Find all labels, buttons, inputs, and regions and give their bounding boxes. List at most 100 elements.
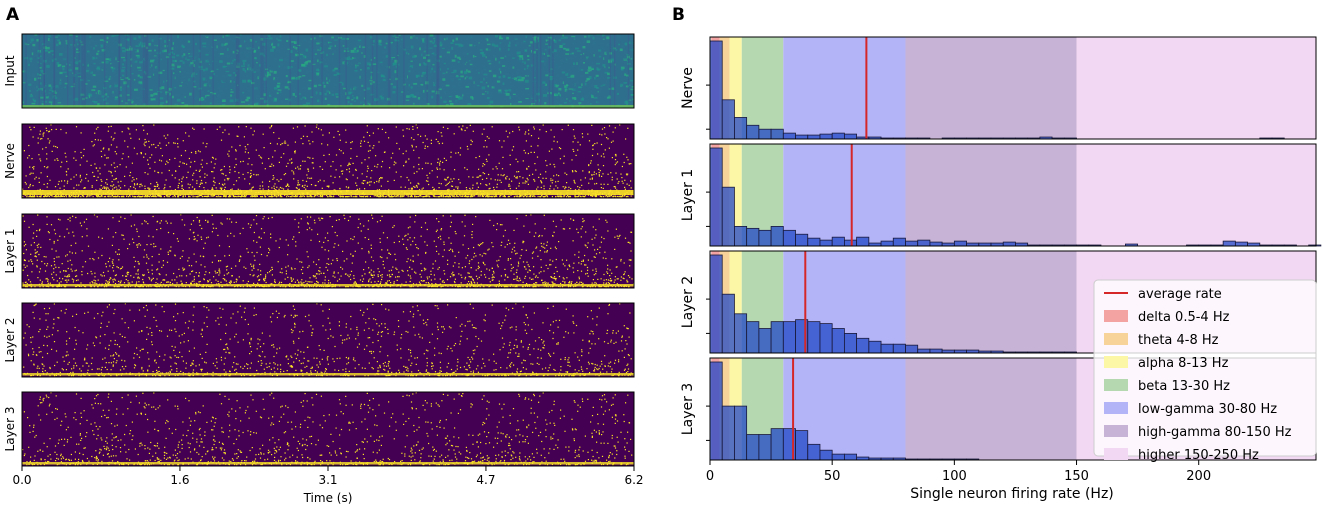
histogram-bar [746, 227, 760, 247]
legend-swatch [1104, 333, 1128, 345]
legend-entry-label: delta 0.5-4 Hz [1138, 310, 1230, 325]
panel-a-x-tick-label: 1.6 [170, 473, 189, 487]
histogram-bar [734, 405, 748, 461]
histogram-bar [709, 361, 723, 461]
histogram-bar [953, 240, 967, 247]
histogram-bar [843, 453, 858, 461]
histogram-bar [709, 147, 723, 247]
band-background [905, 144, 1077, 246]
band-background [1076, 144, 1316, 246]
panel-a-x-tick-label: 6.2 [624, 473, 643, 487]
panel-a-row-label: Input [3, 55, 17, 86]
histogram-bar [770, 225, 784, 247]
histogram-bar [782, 229, 796, 247]
histogram-bar [1002, 241, 1016, 247]
legend-entry-label: average rate [1138, 287, 1222, 302]
panel-a-row-label: Nerve [3, 143, 17, 179]
legend-entry-label: theta 4-8 Hz [1138, 333, 1219, 348]
panel-b-x-tick-label: 0 [706, 469, 714, 484]
panel-a-x-label: Time (s) [303, 491, 353, 505]
panel-b-row-label: Nerve [680, 67, 696, 109]
histogram-bar [758, 128, 772, 140]
panel-b-x-axis: Single neuron firing rate (Hz) 0 50 100 150… [706, 460, 1211, 502]
histogram-bar [795, 134, 809, 140]
panel-a-x-axis: Time (s) 0.0 1.6 3.1 4.7 6.2 [12, 466, 644, 505]
histogram-layer-1: Layer 1 [680, 143, 1322, 247]
histogram-bar [843, 133, 858, 140]
panel-b-row-label: Layer 2 [680, 276, 696, 328]
legend-entry-label: low-gamma 30-80 Hz [1138, 402, 1277, 417]
histogram-bar [807, 134, 821, 140]
panel-b-x-tick-label: 200 [1186, 469, 1211, 484]
histogram-bar [819, 449, 833, 461]
histogram-bar [819, 323, 833, 354]
histogram-bar [819, 133, 833, 140]
histogram-bar [880, 240, 894, 247]
histogram-bar [892, 343, 906, 354]
histogram-bar [770, 128, 784, 140]
legend: average rate delta 0.5-4 Hz theta 4-8 Hz al… [1093, 279, 1317, 463]
legend-box [1093, 279, 1317, 457]
histogram-bar [734, 313, 748, 354]
histogram-bar [892, 237, 906, 247]
raster-layer-2 [22, 303, 634, 377]
histogram-bar [807, 237, 821, 247]
histogram-bar [917, 348, 931, 354]
band-background [783, 37, 906, 139]
histogram-bar [856, 236, 870, 247]
histogram-bar [795, 233, 809, 247]
histogram-bar [795, 430, 809, 461]
histogram-bar [831, 453, 845, 461]
raster-layer-3 [22, 392, 634, 466]
band-background [905, 358, 1077, 460]
histogram-bar [831, 328, 845, 354]
panel-a-x-tick-label: 3.1 [318, 473, 337, 487]
histogram-bar [782, 321, 796, 354]
panel-b-row-label: Layer 1 [680, 169, 696, 221]
histogram-bar [770, 321, 784, 354]
legend-swatch [1104, 448, 1128, 460]
histogram-bar [782, 132, 796, 140]
legend-swatch [1104, 425, 1128, 437]
panel-b-x-tick-label: 150 [1064, 469, 1089, 484]
histogram-bar [721, 293, 735, 354]
panel-a-row-label: Layer 2 [3, 318, 17, 363]
histogram-bar [770, 428, 784, 461]
panel-b-x-tick-label: 100 [942, 469, 967, 484]
histogram-bar [831, 236, 845, 247]
legend-entry-label: high-gamma 80-150 Hz [1138, 425, 1292, 440]
band-background [905, 37, 1077, 139]
histogram-bar [880, 343, 894, 354]
histogram-bar [856, 337, 870, 354]
band-background [719, 37, 730, 139]
panel-label-b: B [672, 5, 685, 25]
panel-a-raster: Input Nerve Layer 1 Layer 2 Layer 3 [3, 33, 635, 467]
histogram-bar [843, 239, 858, 247]
histogram-bar [746, 124, 760, 140]
histogram-bar [819, 239, 833, 247]
panel-a-x-tick-label: 4.7 [476, 473, 495, 487]
histogram-nerve: Nerve [680, 36, 1317, 140]
histogram-bar [746, 434, 760, 461]
histogram-bar [721, 186, 735, 247]
panel-label-a: A [6, 5, 20, 25]
histogram-bar [868, 340, 882, 354]
histogram-bar [721, 99, 735, 140]
histogram-bar [746, 321, 760, 354]
histogram-bar [843, 332, 858, 354]
histogram-bar [734, 117, 748, 140]
histogram-bar [721, 405, 735, 461]
legend-swatch [1104, 356, 1128, 368]
legend-entry-label: beta 13-30 Hz [1138, 379, 1230, 394]
raster-nerve [22, 124, 634, 198]
histogram-bar [831, 132, 845, 140]
panel-a-x-tick-label: 0.0 [12, 473, 31, 487]
band-background [1076, 37, 1316, 139]
panel-b-x-tick-label: 50 [824, 469, 841, 484]
panel-b-x-label: Single neuron firing rate (Hz) [910, 486, 1114, 502]
histogram-bar [917, 239, 931, 247]
legend-swatch [1104, 402, 1128, 414]
histogram-bar [929, 348, 943, 354]
histogram-bar [1234, 241, 1248, 247]
